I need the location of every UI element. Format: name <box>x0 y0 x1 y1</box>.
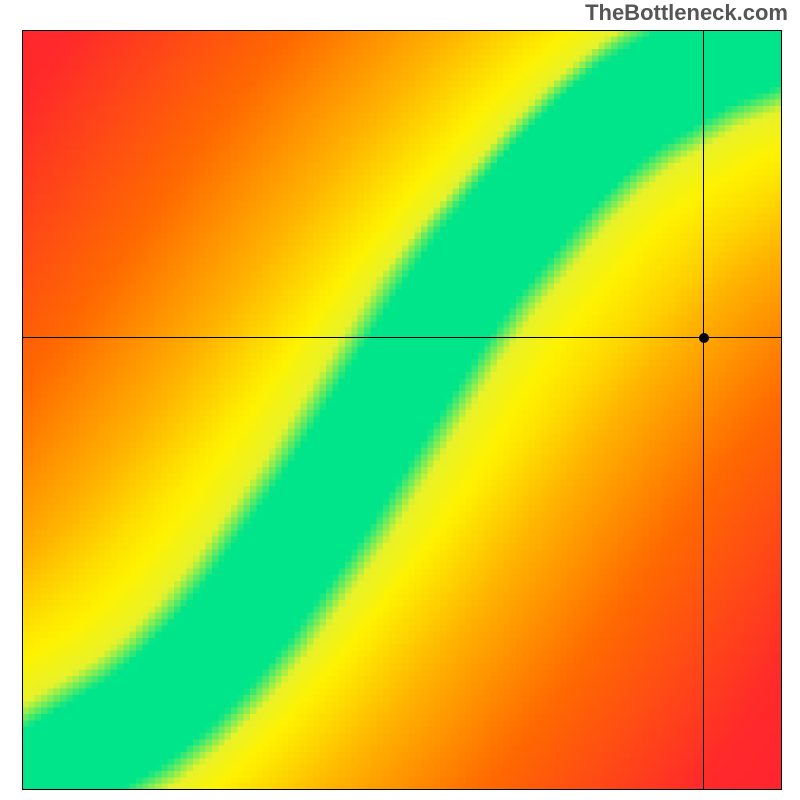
crosshair-vertical <box>703 30 704 790</box>
intersection-marker <box>699 333 709 343</box>
watermark-text: TheBottleneck.com <box>585 0 788 26</box>
crosshair-horizontal <box>22 337 782 338</box>
chart-container: TheBottleneck.com <box>0 0 800 800</box>
plot-area <box>22 30 782 790</box>
heatmap-canvas <box>22 30 782 790</box>
